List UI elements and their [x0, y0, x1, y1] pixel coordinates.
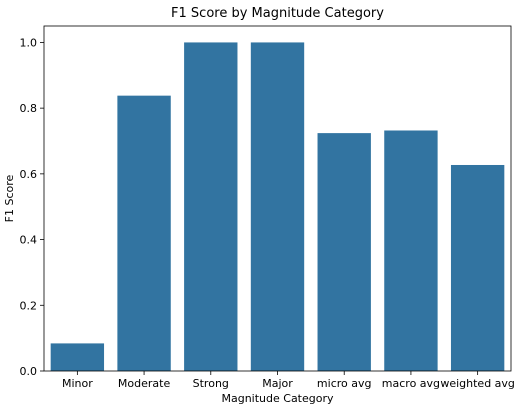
y-tick-label: 1.0	[20, 36, 38, 49]
bar-strong	[184, 42, 238, 372]
bar-micro-avg	[317, 133, 371, 371]
x-axis: Minor Moderate Strong Major micro avg macro a…	[62, 371, 515, 390]
x-tick-label: Strong	[193, 377, 229, 390]
x-tick-label: micro avg	[317, 377, 372, 390]
bar-macro-avg	[384, 130, 438, 371]
x-tick-label: Major	[262, 377, 293, 390]
x-tick-label: macro avg	[382, 377, 440, 390]
y-tick-label: 0.8	[20, 102, 38, 115]
chart-title: F1 Score by Magnitude Category	[171, 6, 384, 21]
bar-major	[250, 42, 305, 372]
bar-moderate	[117, 95, 171, 372]
bar-minor	[50, 343, 105, 371]
x-tick-label: Moderate	[118, 377, 171, 390]
x-axis-title: Magnitude Category	[221, 392, 334, 405]
bars-group	[50, 42, 505, 372]
y-tick-label: 0.4	[20, 234, 38, 247]
y-tick-label: 0.0	[20, 365, 38, 378]
x-tick-label: weighted avg	[440, 377, 515, 390]
y-axis-title: F1 Score	[3, 174, 16, 222]
x-tick-label: Minor	[62, 377, 93, 390]
bar-weighted-avg	[450, 164, 505, 371]
y-axis: 0.0 0.2 0.4 0.6 0.8 1.0	[20, 36, 44, 378]
y-tick-label: 0.6	[20, 168, 38, 181]
y-tick-label: 0.2	[20, 299, 38, 312]
